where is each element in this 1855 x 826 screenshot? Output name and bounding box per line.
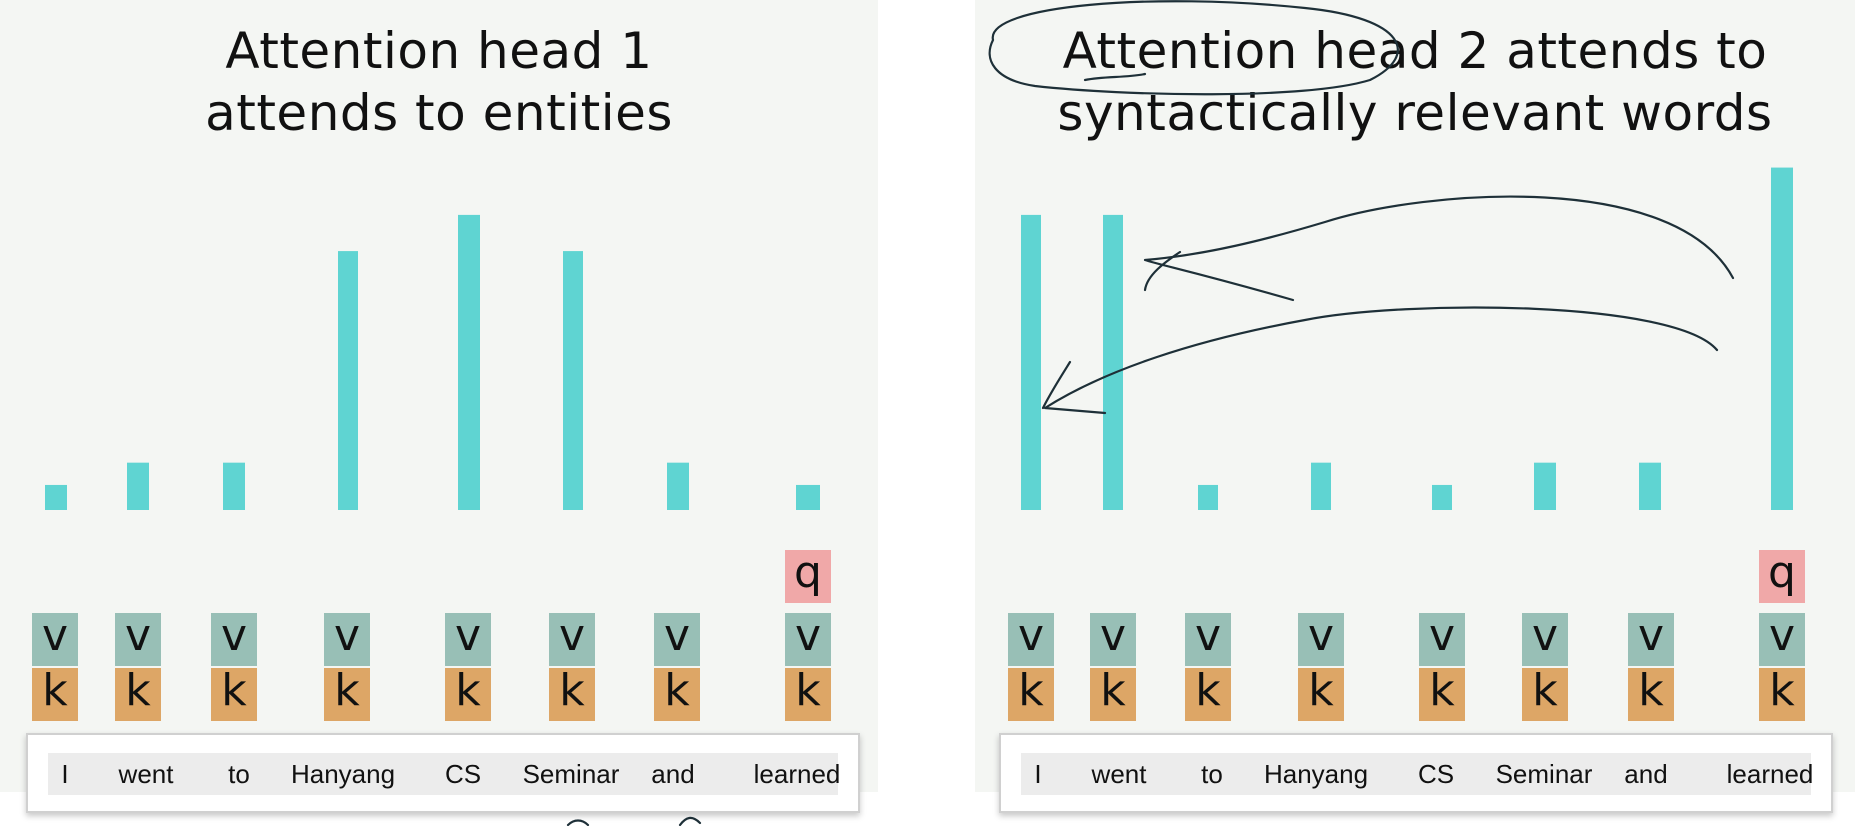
attention-head-2-panel: Attention head 2 attends to syntacticall… xyxy=(975,0,1855,813)
k-box-i: k xyxy=(32,668,78,721)
v-box-cs: v xyxy=(445,613,491,666)
token-went: went xyxy=(1091,759,1147,789)
k-box-learned: k xyxy=(785,668,831,721)
v-box-i: v xyxy=(1008,613,1054,666)
attention-bar-seminar xyxy=(1534,462,1556,510)
attention-bar-i xyxy=(1021,214,1041,510)
attention-bar-cs xyxy=(1432,484,1452,510)
v-box-hanyang: v xyxy=(324,613,370,666)
v-box-hanyang: v xyxy=(1298,613,1344,666)
k-box-hanyang: k xyxy=(1298,668,1344,721)
panel-1-title: Attention head 1 attends to entities xyxy=(0,20,878,144)
token-cs: CS xyxy=(1417,759,1455,789)
k-box-and: k xyxy=(1628,668,1674,721)
q-box-learned: q xyxy=(785,550,831,603)
k-box-went: k xyxy=(115,668,161,721)
token-went: went xyxy=(118,759,174,789)
panel-1-title-line-1: Attention head 1 xyxy=(225,22,653,80)
k-box-and: k xyxy=(654,668,700,721)
k-box-i: k xyxy=(1008,668,1054,721)
token-hanyang: Hanyang xyxy=(290,759,396,789)
token-hanyang: Hanyang xyxy=(1263,759,1369,789)
token-to: to xyxy=(228,759,250,789)
v-box-went: v xyxy=(1090,613,1136,666)
attention-bar-seminar xyxy=(563,251,583,510)
v-box-learned: v xyxy=(785,613,831,666)
v-box-cs: v xyxy=(1419,613,1465,666)
k-box-cs: k xyxy=(1419,668,1465,721)
k-box-to: k xyxy=(1185,668,1231,721)
v-box-to: v xyxy=(1185,613,1231,666)
token-to: to xyxy=(1201,759,1223,789)
attention-bar-hanyang xyxy=(338,251,358,510)
v-box-learned: v xyxy=(1759,613,1805,666)
panel-2-attention-bars xyxy=(1021,167,1793,510)
v-box-seminar: v xyxy=(549,613,595,666)
v-box-to: v xyxy=(211,613,257,666)
token-learned: learned xyxy=(753,759,841,789)
attention-bar-and xyxy=(1639,462,1661,510)
token-seminar: Seminar xyxy=(1495,759,1593,789)
v-box-i: v xyxy=(32,613,78,666)
handwritten-stray-marks xyxy=(566,816,702,826)
attention-bar-to xyxy=(1198,484,1218,510)
panel-1-attention-bars xyxy=(45,214,820,510)
token-and: and xyxy=(1624,759,1668,789)
attention-bar-learned xyxy=(1771,167,1793,510)
v-box-seminar: v xyxy=(1522,613,1568,666)
token-cs: CS xyxy=(444,759,482,789)
k-box-to: k xyxy=(211,668,257,721)
k-box-cs: k xyxy=(445,668,491,721)
panel-1-title-line-2: attends to entities xyxy=(205,84,673,142)
k-box-went: k xyxy=(1090,668,1136,721)
attention-bar-to xyxy=(223,462,245,510)
v-box-went: v xyxy=(115,613,161,666)
k-box-learned: k xyxy=(1759,668,1805,721)
attention-bar-cs xyxy=(458,214,480,510)
attention-bar-learned xyxy=(796,484,820,510)
v-box-and: v xyxy=(654,613,700,666)
token-and: and xyxy=(651,759,695,789)
attention-bar-i xyxy=(45,484,67,510)
k-box-seminar: k xyxy=(549,668,595,721)
token-i: I xyxy=(61,759,69,789)
attention-bar-hanyang xyxy=(1311,462,1331,510)
token-learned: learned xyxy=(1726,759,1814,789)
q-box-learned: q xyxy=(1759,550,1805,603)
token-i: I xyxy=(1034,759,1042,789)
token-seminar: Seminar xyxy=(522,759,620,789)
k-box-hanyang: k xyxy=(324,668,370,721)
attention-bar-and xyxy=(667,462,689,510)
v-box-and: v xyxy=(1628,613,1674,666)
attention-bar-went xyxy=(1103,214,1123,510)
k-box-seminar: k xyxy=(1522,668,1568,721)
attention-bar-went xyxy=(127,462,149,510)
